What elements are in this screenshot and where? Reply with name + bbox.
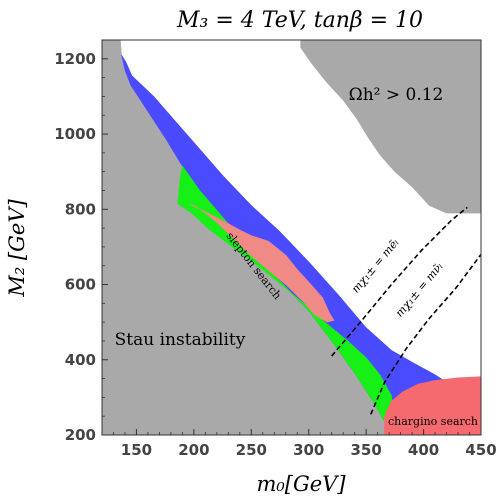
- mass-contour-eL-label: mχ₁± = mẽₗ: [349, 236, 402, 295]
- mass-contour-nuL: [370, 253, 481, 415]
- relic-overabundance-label: Ωh² > 0.12: [349, 85, 444, 105]
- plot-frame: [101, 39, 482, 436]
- chart-title: M₃ = 4 TeV, tanβ = 10: [176, 8, 423, 33]
- y-tick-label: 400: [65, 351, 96, 369]
- chargino-search-region: [384, 376, 481, 435]
- x-tick-label: 250: [236, 441, 267, 459]
- y-axis-label: M₂ [GeV]: [5, 199, 29, 298]
- y-tick-label: 1000: [54, 125, 96, 143]
- y-tick-label: 800: [65, 200, 96, 218]
- x-tick-label: 450: [465, 441, 496, 459]
- x-tick-label: 200: [178, 441, 209, 459]
- relic-overabundance: [300, 40, 481, 214]
- x-tick-label: 150: [121, 441, 152, 459]
- chargino-search-region-label: chargino search: [388, 415, 478, 428]
- y-tick-label: 1200: [54, 50, 96, 68]
- y-tick-label: 200: [65, 426, 96, 444]
- x-tick-label: 400: [408, 441, 439, 459]
- slepton-search-region: [190, 204, 335, 323]
- mass-contour-nuL-label: mχ₁± = mν̃ₗ: [393, 260, 446, 319]
- stau-instability-label: Stau instability: [115, 330, 246, 350]
- x-tick-label: 350: [350, 441, 381, 459]
- x-axis-label: m₀[GeV]: [256, 472, 346, 496]
- x-tick-label: 300: [293, 441, 324, 459]
- y-tick-label: 600: [65, 276, 96, 294]
- mass-contour-eL: [331, 206, 468, 357]
